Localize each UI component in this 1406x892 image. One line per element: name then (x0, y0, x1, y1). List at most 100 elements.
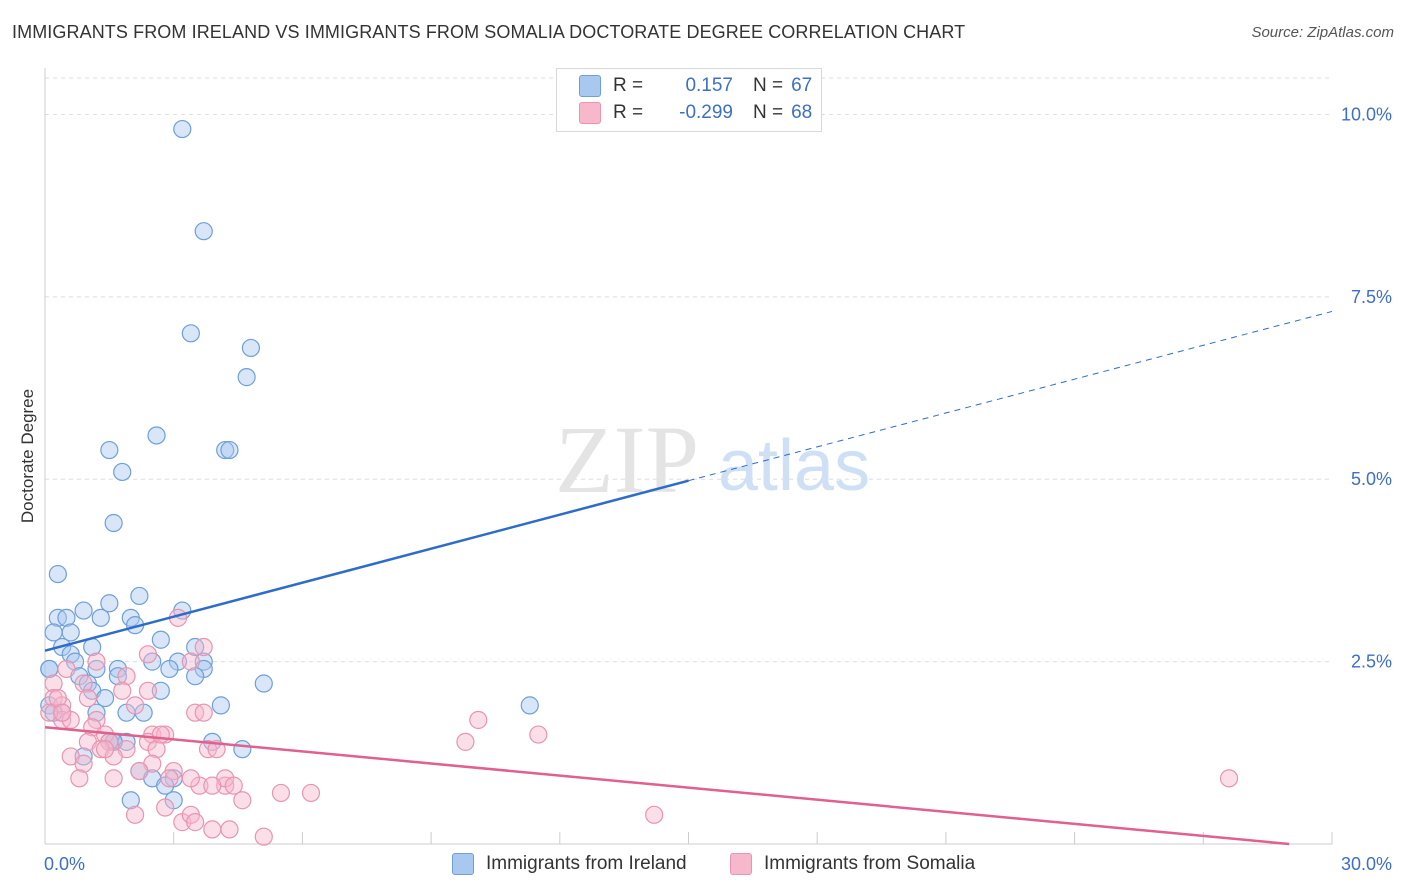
somalia-point (44, 674, 63, 693)
somalia-point (138, 645, 158, 664)
legend-r-label: R = (613, 75, 644, 96)
somalia-point (224, 776, 243, 795)
somalia-point (78, 688, 98, 708)
ireland-point (160, 659, 179, 679)
somalia-point (95, 740, 115, 759)
watermark-zip: ZIP (555, 406, 699, 513)
somalia-point (220, 820, 239, 839)
legend-n-value: 67 (791, 75, 813, 96)
somalia-point (203, 776, 222, 795)
legend-r-value: -0.299 (679, 102, 733, 123)
series-legend: Immigrants from Ireland Immigrants from … (0, 850, 1406, 880)
somalia-trend-line (44, 726, 1290, 846)
ireland-trend-extension (688, 310, 1333, 482)
somalia-point (125, 805, 145, 824)
correlation-legend: R = 0.157 N = 67 R = -0.299 N = 68 (556, 68, 822, 132)
y-tick-label: 5.0% (1351, 469, 1392, 489)
somalia-point (271, 783, 291, 803)
ireland-point (241, 338, 261, 358)
ireland-point (87, 703, 106, 722)
x-tick-label: 30.0% (1341, 854, 1392, 874)
somalia-point (456, 732, 475, 751)
trend-layer (44, 310, 1333, 846)
ireland-point (194, 652, 213, 671)
ireland-trend-line (44, 479, 689, 652)
ireland-point (121, 791, 140, 810)
somalia-point (138, 681, 158, 700)
somalia-point (48, 688, 67, 708)
somalia-point (469, 710, 488, 730)
somalia-point (301, 783, 321, 803)
somalia-point (181, 769, 200, 788)
ireland-point (100, 594, 119, 613)
ireland-point (48, 564, 67, 584)
somalia-point (529, 725, 548, 744)
y-tick-label: 7.5% (1351, 287, 1392, 307)
ireland-point (74, 747, 93, 766)
somalia-point (70, 769, 89, 788)
somalia-point (160, 769, 179, 788)
chart-title: IMMIGRANTS FROM IRELAND VS IMMIGRANTS FR… (12, 22, 966, 42)
ireland-point (57, 608, 76, 627)
somalia-point (125, 696, 145, 715)
ireland-swatch (452, 853, 474, 875)
somalia-points (40, 608, 1239, 846)
ireland-point (211, 696, 230, 715)
legend-item-somalia: Immigrants from Somalia (730, 853, 975, 875)
somalia-point (1219, 769, 1239, 788)
ireland-point (91, 608, 110, 627)
ireland-point (173, 119, 192, 139)
ireland-point (74, 601, 93, 620)
somalia-point (645, 805, 664, 824)
ireland-point (151, 630, 170, 649)
somalia-swatch (730, 853, 752, 875)
ireland-point (44, 623, 63, 642)
legend-n-value: 68 (791, 102, 813, 123)
somalia-point (87, 652, 106, 671)
ireland-point (151, 681, 170, 700)
somalia-point (74, 754, 93, 773)
ireland-point (186, 667, 205, 686)
legend-row-ireland: R = 0.157 N = 67 (579, 73, 812, 99)
somalia-point (203, 820, 222, 839)
watermark-atlas: atlas (718, 426, 870, 506)
ireland-point (104, 513, 123, 533)
ireland-point (216, 440, 235, 460)
somalia-point (40, 703, 59, 722)
legend-item-ireland: Immigrants from Ireland (452, 853, 687, 875)
somalia-point (156, 798, 175, 817)
somalia-swatch (579, 102, 601, 124)
somalia-point (151, 725, 170, 744)
somalia-point (130, 761, 149, 781)
ireland-point (87, 659, 106, 679)
ireland-point (113, 462, 132, 482)
legend-r-label: R = (613, 102, 644, 123)
ireland-point (254, 674, 273, 693)
somalia-point (104, 769, 123, 788)
ireland-points (40, 119, 539, 810)
ireland-point (520, 696, 539, 715)
legend-r-value: 0.157 (685, 75, 733, 96)
legend-n-label: N = (753, 75, 784, 96)
somalia-point (194, 637, 213, 657)
somalia-point (233, 791, 252, 810)
x-tick-label: 0.0% (44, 854, 85, 874)
ireland-point (130, 586, 149, 606)
somalia-point (74, 674, 93, 693)
somalia-point (186, 813, 205, 832)
somalia-point (194, 703, 213, 722)
y-axis-label: Doctorate Degree (18, 389, 37, 523)
y-tick-label: 10.0% (1341, 104, 1392, 124)
somalia-point (57, 659, 76, 679)
somalia-point (117, 667, 136, 686)
ireland-swatch (579, 75, 601, 97)
legend-n-label: N = (753, 102, 784, 123)
ireland-point (147, 426, 166, 445)
ireland-point (220, 440, 239, 460)
watermark: ZIP atlas (555, 406, 870, 513)
ireland-point (233, 740, 252, 759)
ireland-point (100, 440, 119, 460)
legend-label-ireland: Immigrants from Ireland (486, 853, 687, 874)
somalia-point (147, 740, 166, 759)
